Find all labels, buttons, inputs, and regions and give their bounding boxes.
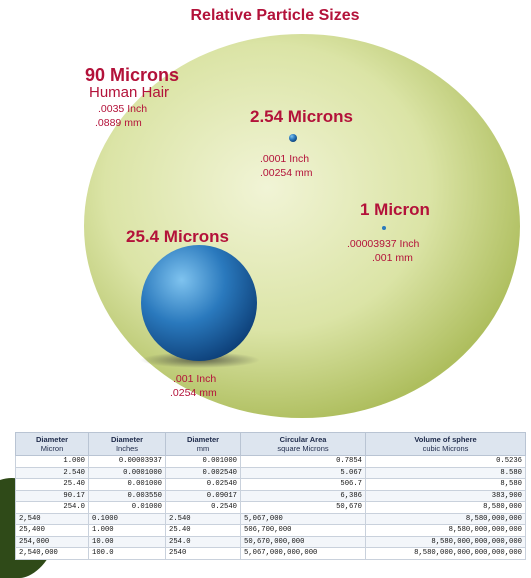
- table-cell: 2.540: [166, 513, 241, 525]
- table-cell: 8,580: [366, 479, 526, 491]
- table-cell: 0.00003937: [89, 456, 166, 468]
- mm-label: .0254 mm: [170, 387, 217, 399]
- table-cell: 0.002540: [166, 467, 241, 479]
- table-cell: 0.1000: [89, 513, 166, 525]
- table-cell: 254.0: [166, 536, 241, 548]
- header-title: Volume of sphere: [368, 435, 523, 444]
- table-cell: 2.540: [16, 467, 89, 479]
- mm-label: .0889 mm: [95, 117, 142, 129]
- table-cell: 5,067,000: [241, 513, 366, 525]
- inch-label: .001 Inch: [173, 373, 216, 385]
- size-label: 1 Micron: [360, 200, 430, 219]
- table-cell: 0.09017: [166, 490, 241, 502]
- table-cell: 8.580: [366, 467, 526, 479]
- table-cell: 506,700,000: [241, 525, 366, 537]
- table-cell: 25,400: [16, 525, 89, 537]
- table-cell: 0.0001000: [89, 467, 166, 479]
- table-cell: 90.17: [16, 490, 89, 502]
- table-cell: 0.001000: [89, 479, 166, 491]
- size-label: 2.54 Microns: [250, 107, 353, 126]
- page: {"header": {"title": "Relative Particle …: [0, 0, 531, 578]
- particle-name: Human Hair: [89, 84, 169, 101]
- table-cell: 506.7: [241, 479, 366, 491]
- table-cell: 1.000: [16, 456, 89, 468]
- table-cell: 383,900: [366, 490, 526, 502]
- header-unit: square Microns: [277, 444, 328, 453]
- table-cell: 0.001000: [166, 456, 241, 468]
- table-cell: 8,580,000,000,000,000: [366, 536, 526, 548]
- header-unit: Inches: [116, 444, 138, 453]
- table-cell: 0.5236: [366, 456, 526, 468]
- table-cell: 10.00: [89, 536, 166, 548]
- table-cell: 25.40: [16, 479, 89, 491]
- size-label: 25.4 Microns: [126, 227, 229, 246]
- table-cell: 2,540,000: [16, 548, 89, 560]
- table-cell: 8,580,000,000,000: [366, 525, 526, 537]
- header-unit: mm: [197, 444, 210, 453]
- table-cell: 6,386: [241, 490, 366, 502]
- table-cell: 0.003550: [89, 490, 166, 502]
- table-cell: 2,540: [16, 513, 89, 525]
- header-title: Circular Area: [243, 435, 363, 444]
- table-cell: 8,580,000: [366, 502, 526, 514]
- header-title: Diameter: [91, 435, 163, 444]
- table-cell: 0.01000: [89, 502, 166, 514]
- table-cell: 5,067,000,000,000: [241, 548, 366, 560]
- title: Relative Particle Sizes: [191, 7, 360, 24]
- table-cell: 5.067: [241, 467, 366, 479]
- inch-label: .00003937 Inch: [347, 238, 420, 250]
- header-unit: Micron: [41, 444, 64, 453]
- table-cell: 25.40: [166, 525, 241, 537]
- inch-label: .0001 Inch: [260, 153, 309, 165]
- header-title: Diameter: [18, 435, 86, 444]
- table-cell: 1.000: [89, 525, 166, 537]
- sphere-2-54: [289, 134, 297, 142]
- table-cell: 254,000: [16, 536, 89, 548]
- table-cell: 254.0: [16, 502, 89, 514]
- table-cell: 100.0: [89, 548, 166, 560]
- table-cell: 50,670: [241, 502, 366, 514]
- sphere-1: [382, 226, 386, 230]
- table-cell: 50,670,000,000: [241, 536, 366, 548]
- inch-label: .0035 Inch: [98, 103, 147, 115]
- header-title: Diameter: [168, 435, 238, 444]
- sphere-25-4: [141, 245, 257, 361]
- mm-label: .00254 mm: [260, 167, 313, 179]
- mm-label: .001 mm: [372, 252, 413, 264]
- table-cell: 8,580,000,000: [366, 513, 526, 525]
- table-cell: 0.7854: [241, 456, 366, 468]
- table-cell: 8,580,000,000,000,000,000: [366, 548, 526, 560]
- table-cell: 0.02540: [166, 479, 241, 491]
- table-cell: 2540: [166, 548, 241, 560]
- table-cell: 0.2540: [166, 502, 241, 514]
- header-unit: cubic Microns: [423, 444, 469, 453]
- size-label: 90 Microns: [85, 65, 179, 85]
